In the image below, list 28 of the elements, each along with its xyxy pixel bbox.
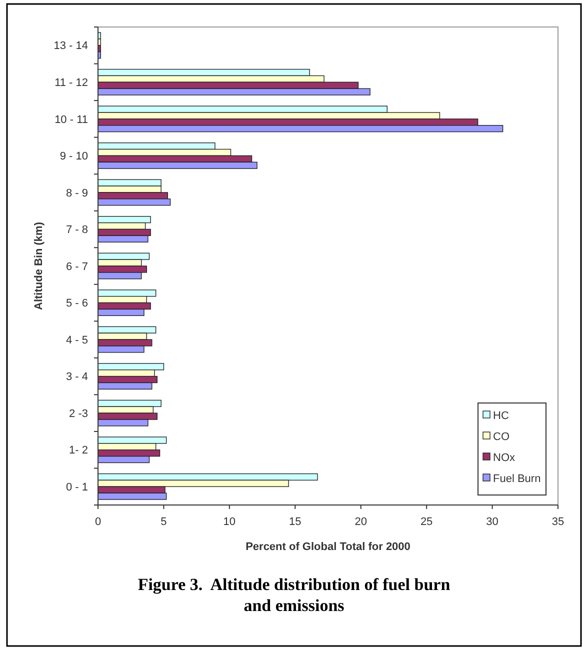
y-tick-label: 8 - 9 bbox=[66, 187, 88, 200]
x-axis-title: Percent of Global Total for 2000 bbox=[246, 541, 410, 553]
y-tick-label: 5 - 6 bbox=[66, 298, 88, 310]
x-tick-label: 15 bbox=[289, 516, 302, 528]
legend-label: NOx bbox=[493, 452, 516, 464]
legend-label: CO bbox=[493, 430, 510, 443]
legend-label: Fuel Burn bbox=[493, 472, 541, 485]
y-tick-label: 11 - 12 bbox=[54, 77, 88, 90]
x-tick-label: 35 bbox=[552, 516, 564, 528]
y-tick-label: 2 -3 bbox=[69, 408, 88, 420]
y-tick-label: 0 - 1 bbox=[66, 481, 88, 494]
y-tick-label: 1- 2 bbox=[69, 444, 88, 457]
x-tick-label: 25 bbox=[420, 516, 433, 528]
x-tick-label: 20 bbox=[354, 516, 367, 528]
x-tick-label: 10 bbox=[223, 516, 236, 528]
y-axis-title: Altitude Bin (km) bbox=[33, 222, 45, 310]
x-tick-label: 5 bbox=[160, 516, 167, 528]
y-tick-label: 7 - 8 bbox=[66, 224, 88, 236]
y-tick-label: 6 - 7 bbox=[66, 260, 88, 273]
text: Figure 3. Altitude distribution of fuel burn and emissions bbox=[138, 575, 451, 615]
y-tick-label: 3 - 4 bbox=[66, 371, 88, 384]
y-tick-label: 13 - 14 bbox=[54, 40, 88, 52]
y-tick-label: 9 - 10 bbox=[60, 150, 88, 163]
legend-label: HC bbox=[493, 410, 509, 422]
x-tick-label: 0 bbox=[94, 516, 102, 528]
x-tick-label: 30 bbox=[486, 516, 498, 528]
y-tick-label: 10 - 11 bbox=[54, 114, 88, 126]
y-tick-label: 4 - 5 bbox=[66, 334, 88, 346]
